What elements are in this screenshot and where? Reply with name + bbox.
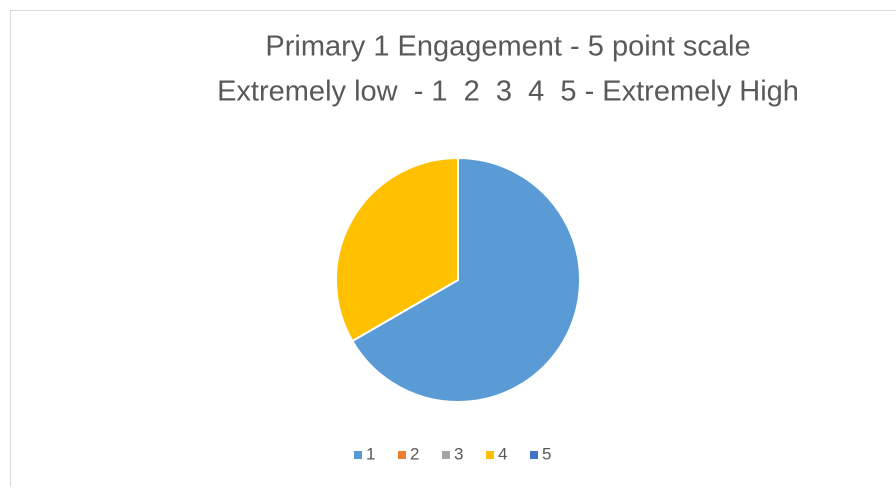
chart-title: Primary 1 Engagement - 5 point scale	[265, 31, 750, 63]
legend-swatch	[442, 451, 450, 459]
legend-label: 1	[366, 444, 375, 463]
legend-swatch	[486, 451, 494, 459]
legend-swatch	[354, 451, 362, 459]
legend-swatch	[530, 451, 538, 459]
chart-title: Extremely low - 1 2 3 4 5 - Extremely Hi…	[217, 76, 799, 108]
legend-label: 5	[542, 444, 551, 463]
legend-label: 3	[454, 444, 463, 463]
legend-label: 2	[410, 444, 419, 463]
legend-label: 4	[498, 444, 507, 463]
legend-swatch	[398, 451, 406, 459]
